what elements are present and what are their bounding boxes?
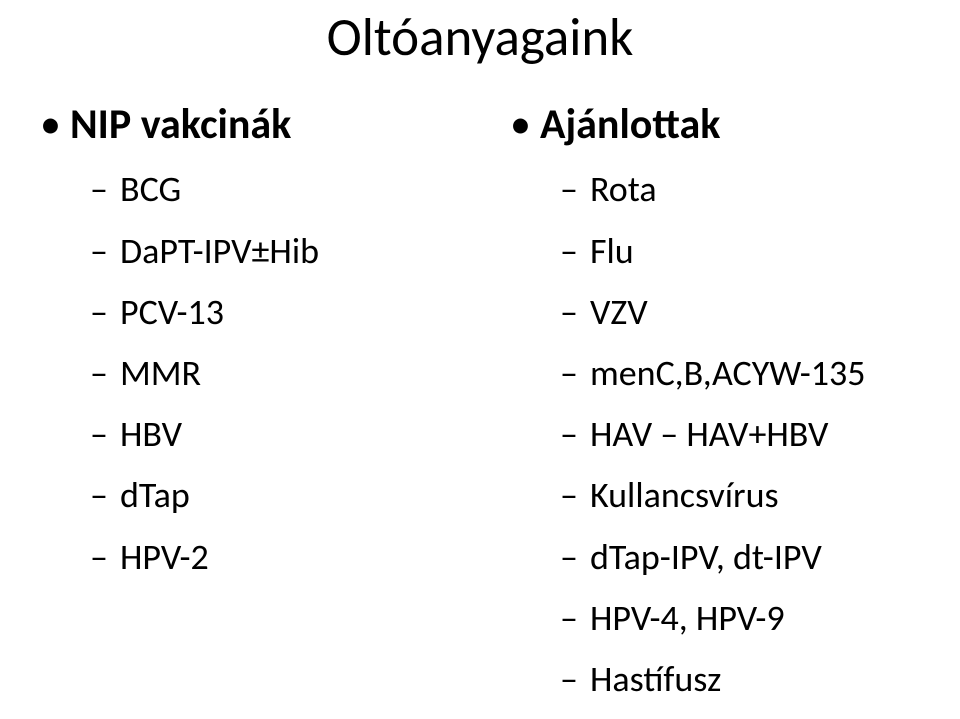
right-item-label: menC,B,ACYW-135 (590, 352, 866, 395)
right-item-label: Rota (590, 168, 657, 211)
right-item: – HAV – HAV+HBV (560, 413, 930, 456)
right-item: – menC,B,ACYW-135 (560, 352, 930, 395)
left-item: – BCG (90, 168, 480, 211)
bullet-level2-icon: – (90, 536, 120, 579)
bullet-level2-icon: – (560, 658, 590, 701)
bullet-level2-icon: – (90, 291, 120, 334)
right-item: – Flu (560, 230, 930, 273)
bullet-level2-icon: – (90, 168, 120, 211)
bullet-level1-icon: • (40, 100, 70, 150)
bullet-level2-icon: – (90, 230, 120, 273)
left-item: – MMR (90, 352, 480, 395)
right-item-label: Flu (590, 230, 634, 273)
right-item: – VZV (560, 291, 930, 334)
left-column: • NIP vakcinák – BCG – DaPT-IPV±Hib – PC… (30, 100, 480, 719)
bullet-level2-icon: – (90, 413, 120, 456)
left-item-label: DaPT-IPV±Hib (120, 230, 319, 273)
bullet-level2-icon: – (560, 230, 590, 273)
left-heading: NIP vakcinák (70, 100, 291, 150)
slide: Oltóanyagaink • NIP vakcinák – BCG – DaP… (0, 0, 960, 697)
right-item-label: Kullancsvírus (590, 474, 779, 517)
left-item-label: dTap (120, 474, 190, 517)
bullet-level2-icon: – (560, 597, 590, 640)
left-item: – HPV-2 (90, 536, 480, 579)
right-item: – Hastífusz (560, 658, 930, 701)
right-item-label: HAV – HAV+HBV (590, 413, 828, 456)
left-item-label: BCG (120, 168, 181, 211)
left-item: – HBV (90, 413, 480, 456)
slide-title: Oltóanyagaink (0, 6, 960, 70)
left-item-label: PCV-13 (120, 291, 224, 334)
left-item: – PCV-13 (90, 291, 480, 334)
right-item-label: dTap-IPV, dt-IPV (590, 536, 822, 579)
left-item: – dTap (90, 474, 480, 517)
bullet-level2-icon: – (560, 352, 590, 395)
right-item-label: Hastífusz (590, 658, 721, 701)
bullet-level2-icon: – (560, 474, 590, 517)
bullet-level2-icon: – (90, 352, 120, 395)
left-item-label: MMR (120, 352, 201, 395)
bullet-level2-icon: – (560, 168, 590, 211)
bullet-level2-icon: – (90, 474, 120, 517)
right-item: – Kullancsvírus (560, 474, 930, 517)
columns: • NIP vakcinák – BCG – DaPT-IPV±Hib – PC… (30, 100, 930, 719)
right-item-label: HPV-4, HPV-9 (590, 597, 785, 640)
right-item: – Rota (560, 168, 930, 211)
right-heading-row: • Ajánlottak (510, 100, 930, 150)
bullet-level1-icon: • (510, 100, 540, 150)
right-item: – dTap-IPV, dt-IPV (560, 536, 930, 579)
right-item-label: VZV (590, 291, 648, 334)
left-heading-row: • NIP vakcinák (40, 100, 480, 150)
left-item: – DaPT-IPV±Hib (90, 230, 480, 273)
right-column: • Ajánlottak – Rota – Flu – VZV – menC,B… (480, 100, 930, 719)
right-heading: Ajánlottak (540, 100, 720, 150)
left-item-label: HPV-2 (120, 536, 209, 579)
right-item: – HPV-4, HPV-9 (560, 597, 930, 640)
bullet-level2-icon: – (560, 536, 590, 579)
bullet-level2-icon: – (560, 291, 590, 334)
left-item-label: HBV (120, 413, 182, 456)
bullet-level2-icon: – (560, 413, 590, 456)
